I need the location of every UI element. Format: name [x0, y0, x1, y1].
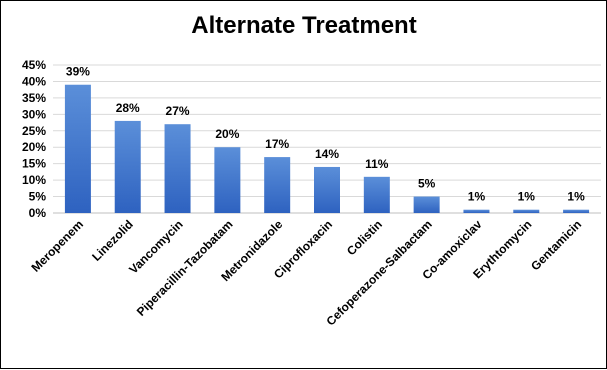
y-tick-label: 10%: [22, 173, 46, 187]
data-labels: 39% 28% 27% 20% 17% 14% 11% 5% 1% 1% 1%: [66, 65, 585, 204]
data-label: 1%: [518, 190, 536, 204]
category-label: Meropenem: [29, 217, 87, 275]
data-label: 1%: [567, 190, 585, 204]
category-label: Colistin: [344, 217, 385, 258]
category-label: Linezolid: [89, 217, 136, 264]
bar: [413, 196, 440, 213]
y-tick-label: 25%: [22, 124, 46, 138]
bars: [64, 84, 590, 213]
bar: [114, 120, 141, 213]
y-tick-label: 20%: [22, 140, 46, 154]
data-label: 14%: [315, 147, 339, 161]
bar: [314, 166, 340, 213]
data-label: 5%: [418, 177, 436, 191]
bar: [264, 157, 291, 213]
bar: [164, 124, 191, 213]
category-label: Gentamicin: [528, 217, 584, 273]
bar: [513, 209, 540, 213]
data-label: 17%: [265, 137, 289, 151]
bar: [463, 209, 490, 213]
category-labels: Meropenem LinezolidVancomycinPiperacillin…: [29, 217, 585, 329]
bar: [563, 209, 590, 213]
data-label: 20%: [215, 127, 239, 141]
bar: [363, 176, 390, 213]
category-label: Cefoperazone-Salbactam: [323, 217, 434, 328]
data-label: 28%: [116, 101, 140, 115]
data-label: 1%: [468, 190, 486, 204]
data-label: 39%: [66, 65, 90, 79]
gridlines: [53, 64, 601, 214]
y-axis-ticks: 0% 5% 10% 15% 20% 25% 30% 35% 40% 45%: [22, 58, 46, 220]
bar: [214, 147, 241, 213]
y-tick-label: 5%: [29, 190, 47, 204]
y-tick-label: 45%: [22, 58, 46, 72]
y-tick-label: 35%: [22, 91, 46, 105]
y-tick-label: 0%: [29, 206, 47, 220]
category-label: Piperacillin-Tazobatam: [134, 217, 236, 319]
y-tick-label: 40%: [22, 74, 46, 88]
y-tick-label: 15%: [22, 157, 46, 171]
data-label: 27%: [166, 104, 190, 118]
y-tick-label: 30%: [22, 107, 46, 121]
bar: [64, 84, 91, 213]
data-label: 11%: [365, 157, 389, 171]
chart-title: Alternate Treatment: [191, 12, 416, 39]
